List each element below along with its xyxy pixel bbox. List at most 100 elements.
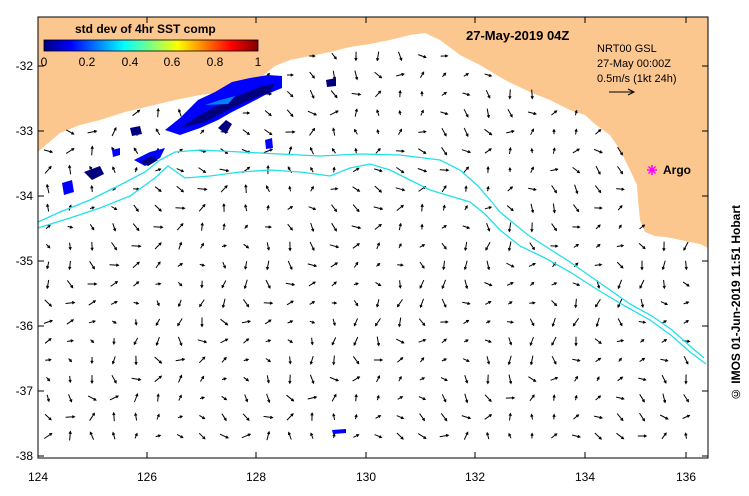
current-vector-arrow	[617, 376, 624, 382]
current-vector-arrow	[286, 394, 295, 402]
current-vector-arrow	[617, 146, 623, 156]
current-vector-arrow	[287, 206, 294, 210]
current-vector-arrow	[484, 206, 493, 210]
current-vector-arrow	[419, 279, 425, 289]
current-vector-arrow	[200, 317, 204, 328]
current-vector-arrow	[440, 413, 448, 422]
current-vector-arrow	[639, 338, 645, 343]
current-vector-arrow	[198, 203, 206, 212]
current-vector-arrow	[573, 243, 580, 248]
current-vector-arrow	[288, 241, 292, 252]
current-vector-arrow	[44, 299, 53, 307]
current-vector-arrow	[221, 244, 227, 248]
current-vector-arrow	[684, 374, 688, 385]
current-vector-arrow	[197, 187, 208, 191]
current-vector-arrow	[661, 339, 668, 343]
current-vector-arrow	[264, 129, 273, 136]
current-vector-arrow	[352, 167, 360, 173]
current-vector-arrow	[155, 336, 160, 347]
current-vector-arrow	[376, 394, 380, 401]
current-vector-arrow	[288, 146, 293, 156]
current-vector-arrow	[68, 164, 72, 175]
current-vector-arrow	[418, 338, 427, 343]
current-vector-arrow	[309, 89, 315, 99]
current-vector-arrow	[308, 281, 316, 287]
current-vector-arrow	[682, 281, 690, 287]
current-vector-arrow	[288, 356, 292, 365]
current-vector-arrow	[329, 244, 340, 249]
current-vector-arrow	[199, 414, 206, 420]
current-vector-arrow	[222, 223, 226, 230]
current-vector-arrow	[660, 301, 669, 306]
current-vector-arrow	[199, 396, 206, 400]
current-vector-arrow	[441, 394, 447, 403]
current-vector-arrow	[595, 165, 601, 175]
colorbar-tick: 0	[41, 55, 48, 69]
current-vector-arrow	[177, 299, 182, 308]
current-vector-arrow	[595, 243, 601, 248]
current-vector-arrow	[133, 281, 140, 287]
current-vector-arrow	[639, 357, 646, 363]
current-vector-arrow	[243, 338, 250, 344]
current-vector-arrow	[287, 73, 294, 77]
current-vector-arrow	[398, 128, 403, 135]
x-tick-label: 134	[575, 470, 595, 484]
current-vector-arrow	[111, 242, 118, 251]
current-vector-arrow	[133, 337, 139, 346]
current-vector-arrow	[552, 147, 556, 154]
current-vector-arrow	[527, 111, 537, 116]
current-vector-arrow	[266, 430, 271, 441]
current-vector-arrow	[440, 320, 449, 324]
x-tick-label: 136	[676, 470, 696, 484]
current-vector-arrow	[661, 260, 666, 271]
current-vector-arrow	[154, 204, 162, 212]
current-vector-arrow	[331, 393, 337, 402]
land-mass	[38, 17, 708, 248]
current-vector-arrow	[265, 225, 272, 229]
colorbar-tick: 0.2	[79, 55, 96, 69]
current-vector-arrow	[529, 318, 535, 327]
current-vector-arrow	[200, 222, 204, 231]
current-vector-arrow	[505, 396, 516, 400]
current-vector-arrow	[507, 108, 513, 118]
current-vector-arrow	[507, 186, 514, 192]
current-vector-arrow	[417, 433, 427, 439]
current-vector-arrow	[45, 358, 52, 362]
current-vector-arrow	[220, 318, 229, 326]
current-vector-arrow	[243, 279, 248, 290]
current-vector-arrow	[507, 301, 513, 305]
current-vector-arrow	[375, 299, 380, 308]
current-vector-arrow	[374, 223, 382, 230]
current-vector-arrow	[661, 432, 667, 440]
current-vector-arrow	[682, 414, 691, 419]
current-vector-arrow	[354, 128, 358, 135]
argo-star-icon	[647, 165, 657, 175]
current-vector-arrow	[684, 432, 688, 439]
current-vector-arrow	[263, 148, 274, 154]
current-vector-arrow	[464, 241, 468, 252]
current-vector-arrow	[506, 282, 514, 286]
current-vector-arrow	[572, 225, 581, 229]
current-vector-arrow	[329, 376, 340, 382]
current-vector-arrow	[595, 395, 602, 401]
current-vector-arrow	[332, 412, 336, 421]
current-vector-arrow	[264, 319, 272, 325]
current-vector-arrow	[594, 338, 602, 345]
current-vector-arrow	[398, 375, 402, 382]
current-vector-arrow	[87, 395, 97, 401]
current-vector-arrow	[375, 415, 382, 419]
current-vector-arrow	[374, 71, 383, 79]
current-vector-arrow	[111, 127, 117, 137]
current-vector-arrow	[418, 130, 427, 134]
current-vector-arrow	[331, 301, 338, 305]
current-vector-arrow	[506, 129, 515, 134]
x-tick-label: 126	[137, 470, 157, 484]
current-vector-arrow	[441, 225, 447, 229]
current-vector-arrow	[683, 320, 690, 324]
current-vector-arrow	[200, 280, 204, 289]
current-vector-arrow	[266, 204, 270, 211]
current-vector-arrow	[133, 301, 140, 305]
current-vector-arrow	[528, 376, 537, 382]
current-vector-arrow	[574, 184, 579, 195]
x-tick-label: 130	[356, 470, 376, 484]
